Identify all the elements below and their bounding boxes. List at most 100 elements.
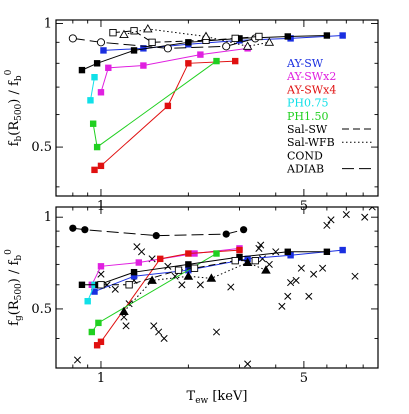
y-tick-label: 0.5 bbox=[31, 140, 52, 155]
series-sal-wfb bbox=[119, 24, 275, 50]
data-point-adiab bbox=[240, 226, 248, 234]
legend-label: COND bbox=[287, 149, 323, 162]
observation-point bbox=[310, 270, 318, 278]
y-axis-label: fg(R500) / fb0 bbox=[4, 249, 24, 326]
data-point-sal-wfb bbox=[242, 257, 253, 266]
data-point-cond bbox=[323, 248, 331, 255]
data-point-ay-sw bbox=[91, 288, 98, 295]
data-point-ay-swx4 bbox=[236, 246, 243, 254]
series-cond bbox=[78, 32, 331, 74]
observation-point bbox=[178, 281, 186, 289]
series-sal-wfb bbox=[119, 257, 271, 316]
data-point-ay-swx4 bbox=[93, 342, 101, 349]
data-point-sal-sw bbox=[231, 257, 239, 265]
data-point-adiab bbox=[96, 38, 106, 47]
legend: AY-SWAY-SWx2AY-SWx4PH0.75PH1.50Sal-SWSal… bbox=[286, 57, 372, 176]
data-point-ay-sw bbox=[130, 273, 138, 280]
series-line-ay-sw bbox=[94, 249, 343, 293]
plot-area bbox=[69, 207, 376, 368]
data-point-sal-sw bbox=[255, 32, 263, 41]
data-point-cond bbox=[284, 33, 291, 40]
data-point-ph1-50 bbox=[88, 328, 96, 336]
series-line-ph1-50 bbox=[92, 60, 217, 148]
observations bbox=[73, 207, 376, 368]
observation-point bbox=[73, 356, 82, 364]
data-point-ay-swx4 bbox=[97, 338, 105, 346]
data-point-adiab bbox=[222, 42, 231, 51]
observation-point bbox=[255, 244, 263, 252]
data-point-sal-wfb bbox=[183, 271, 194, 280]
legend-entry-ay-swx2: AY-SWx2 bbox=[286, 70, 336, 83]
legend-label: Sal-SW bbox=[287, 123, 328, 136]
data-point-adiab bbox=[81, 226, 89, 234]
series-ay-swx4 bbox=[93, 246, 243, 349]
x-axis-label: Tew [keV] bbox=[187, 389, 248, 406]
data-point-ay-swx4 bbox=[232, 57, 239, 65]
series-line-ay-swx2 bbox=[100, 47, 248, 93]
data-point-sal-sw bbox=[125, 281, 133, 289]
data-point-ay-swx4 bbox=[185, 60, 192, 67]
data-point-sal-wfb bbox=[201, 31, 211, 40]
data-point-sal-sw bbox=[109, 29, 117, 37]
data-point-ph0-75 bbox=[91, 74, 98, 81]
data-point-cond bbox=[78, 281, 86, 288]
data-point-sal-wfb bbox=[119, 306, 129, 316]
data-point-cond bbox=[93, 60, 101, 67]
observation-point bbox=[368, 207, 376, 211]
observation-point bbox=[342, 211, 350, 219]
data-point-ph1-50 bbox=[93, 143, 101, 151]
data-point-sal-wfb bbox=[264, 37, 275, 46]
legend-entry-cond: COND bbox=[287, 149, 323, 162]
observation-point bbox=[284, 292, 292, 300]
data-point-ph1-50 bbox=[95, 319, 102, 327]
legend-label: AY-SW bbox=[286, 57, 324, 70]
series-line-sal-wfb bbox=[123, 28, 270, 47]
series-sal-sw bbox=[97, 257, 259, 289]
legend-entry-ay-swx4: AY-SWx4 bbox=[286, 83, 336, 96]
series-sal-sw bbox=[109, 27, 263, 46]
data-point-adiab bbox=[68, 34, 77, 43]
observation-point bbox=[122, 322, 130, 330]
observation-point bbox=[160, 334, 168, 343]
legend-entry-sal-sw: Sal-SW bbox=[287, 123, 372, 136]
series-line-sal-sw bbox=[100, 260, 256, 286]
observation-point bbox=[287, 279, 295, 287]
data-point-cond bbox=[78, 66, 86, 74]
data-point-ay-sw bbox=[100, 47, 107, 54]
data-point-sal-wfb bbox=[143, 24, 153, 33]
data-point-cond bbox=[130, 268, 138, 276]
data-point-ay-swx4 bbox=[185, 250, 192, 257]
data-point-ph1-50 bbox=[213, 57, 220, 65]
legend-entry-ph1-50: PH1.50 bbox=[287, 110, 329, 123]
legend-label: AY-SWx2 bbox=[286, 70, 336, 83]
axes: 1 5 0.5 1 fg(R500) / fb0 Tew [keV] bbox=[4, 206, 379, 406]
data-point-ay-sw bbox=[339, 32, 346, 39]
data-point-cond bbox=[236, 253, 243, 261]
data-point-ph1-50 bbox=[213, 250, 220, 257]
observation-point bbox=[272, 248, 280, 256]
series-ay-swx4 bbox=[91, 57, 239, 174]
data-point-sal-sw bbox=[148, 38, 156, 46]
x-tick-label: 1 bbox=[97, 371, 105, 386]
legend-entry-sal-wfb: Sal-WFB bbox=[287, 136, 372, 149]
data-point-ay-swx4 bbox=[164, 102, 172, 110]
legend-label: PH1.50 bbox=[287, 110, 329, 123]
data-point-ay-sw bbox=[339, 246, 346, 254]
observation-point bbox=[138, 248, 146, 256]
plot-frame bbox=[55, 206, 379, 369]
data-point-cond bbox=[236, 35, 243, 42]
data-point-ay-swx2 bbox=[105, 64, 112, 72]
series-ph1-50 bbox=[88, 250, 220, 336]
observation-point bbox=[155, 328, 163, 336]
data-point-cond bbox=[323, 32, 331, 39]
observation-point bbox=[258, 255, 267, 263]
observation-point bbox=[164, 262, 172, 270]
observation-point bbox=[97, 270, 105, 278]
data-point-sal-sw bbox=[251, 257, 259, 265]
legend-entry-ph0-75: PH0.75 bbox=[287, 97, 329, 110]
data-point-adiab bbox=[163, 44, 172, 53]
data-point-adiab bbox=[222, 230, 230, 238]
data-point-ay-swx2 bbox=[140, 62, 147, 69]
